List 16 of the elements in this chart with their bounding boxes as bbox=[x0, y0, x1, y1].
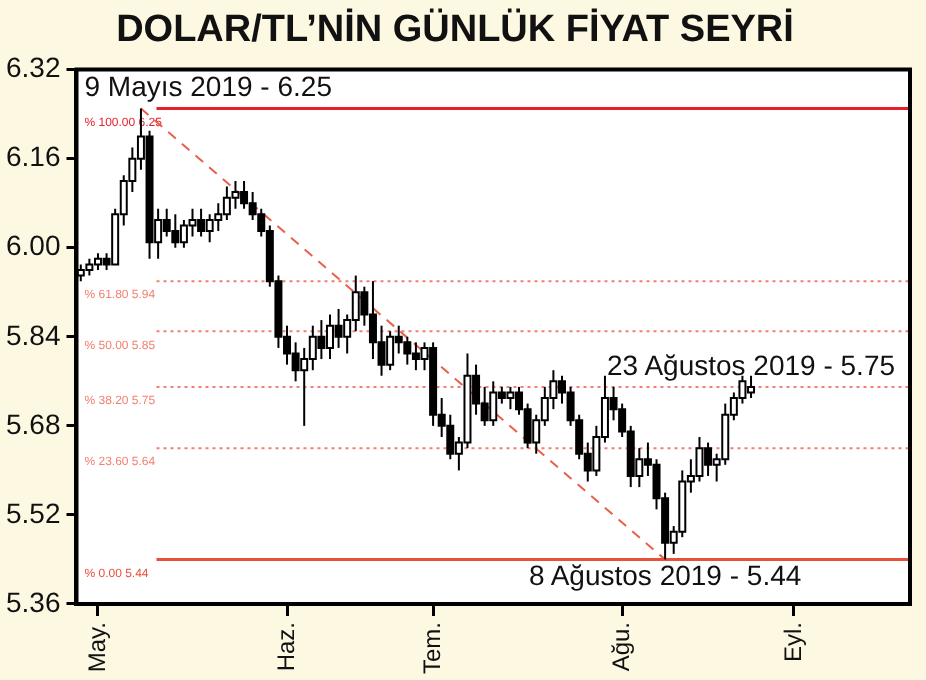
y-tick-label: 5.36 bbox=[6, 585, 61, 618]
x-tick-label: Eyl. bbox=[778, 621, 807, 663]
y-tick-label: 6.32 bbox=[6, 51, 61, 84]
annotation: 9 Mayıs 2019 - 6.25 bbox=[84, 70, 333, 103]
chart-title: DOLAR/TL’NİN GÜNLÜK FİYAT SEYRİ bbox=[116, 7, 794, 52]
y-tick-label: 5.68 bbox=[6, 407, 61, 440]
annotation: 8 Ağustos 2019 - 5.44 bbox=[528, 559, 802, 592]
y-tick-label: 6.00 bbox=[6, 229, 61, 262]
y-tick-label: 6.16 bbox=[6, 140, 61, 173]
x-tick-label: May. bbox=[82, 621, 111, 673]
x-tick-label: Ağu. bbox=[606, 621, 635, 672]
annotation: 23 Ağustos 2019 - 5.75 bbox=[607, 348, 896, 381]
x-tick-label: Tem. bbox=[417, 621, 446, 675]
y-tick-label: 5.52 bbox=[6, 496, 61, 529]
x-tick-label: Haz. bbox=[271, 621, 300, 672]
y-tick-label: 5.84 bbox=[6, 318, 61, 351]
